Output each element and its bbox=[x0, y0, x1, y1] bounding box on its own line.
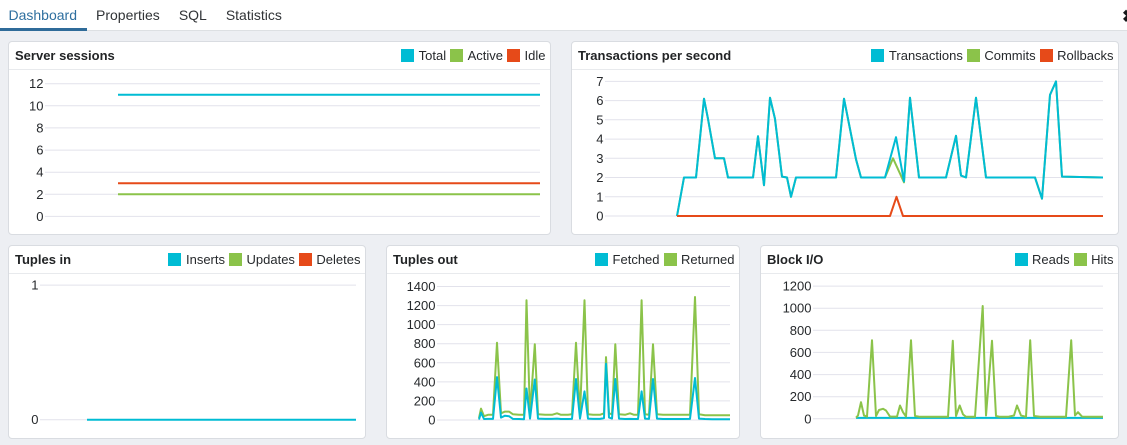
svg-text:800: 800 bbox=[790, 323, 812, 338]
svg-text:1200: 1200 bbox=[407, 298, 436, 313]
svg-text:0: 0 bbox=[36, 209, 43, 224]
svg-text:200: 200 bbox=[790, 389, 812, 404]
svg-text:6: 6 bbox=[36, 143, 43, 158]
svg-text:4: 4 bbox=[596, 132, 603, 147]
svg-text:4: 4 bbox=[36, 165, 43, 180]
svg-text:600: 600 bbox=[414, 355, 436, 370]
svg-text:12: 12 bbox=[29, 76, 43, 91]
svg-text:0: 0 bbox=[804, 411, 811, 426]
svg-text:0: 0 bbox=[428, 413, 435, 428]
svg-text:2: 2 bbox=[36, 187, 43, 202]
svg-text:8: 8 bbox=[36, 120, 43, 135]
svg-text:600: 600 bbox=[790, 345, 812, 360]
svg-text:1: 1 bbox=[31, 278, 38, 293]
svg-text:5: 5 bbox=[596, 112, 603, 127]
svg-text:400: 400 bbox=[414, 374, 436, 389]
svg-text:6: 6 bbox=[596, 93, 603, 108]
svg-text:2: 2 bbox=[596, 170, 603, 185]
svg-text:1400: 1400 bbox=[407, 279, 436, 294]
svg-text:800: 800 bbox=[414, 336, 436, 351]
svg-text:1200: 1200 bbox=[783, 279, 812, 294]
svg-text:7: 7 bbox=[596, 74, 603, 89]
svg-text:3: 3 bbox=[596, 151, 603, 166]
svg-text:1000: 1000 bbox=[783, 301, 812, 316]
svg-text:200: 200 bbox=[414, 393, 436, 408]
svg-text:0: 0 bbox=[596, 209, 603, 224]
svg-text:10: 10 bbox=[29, 98, 43, 113]
svg-text:400: 400 bbox=[790, 367, 812, 382]
svg-text:1000: 1000 bbox=[407, 317, 436, 332]
svg-text:0: 0 bbox=[31, 412, 38, 427]
svg-text:1: 1 bbox=[596, 189, 603, 204]
